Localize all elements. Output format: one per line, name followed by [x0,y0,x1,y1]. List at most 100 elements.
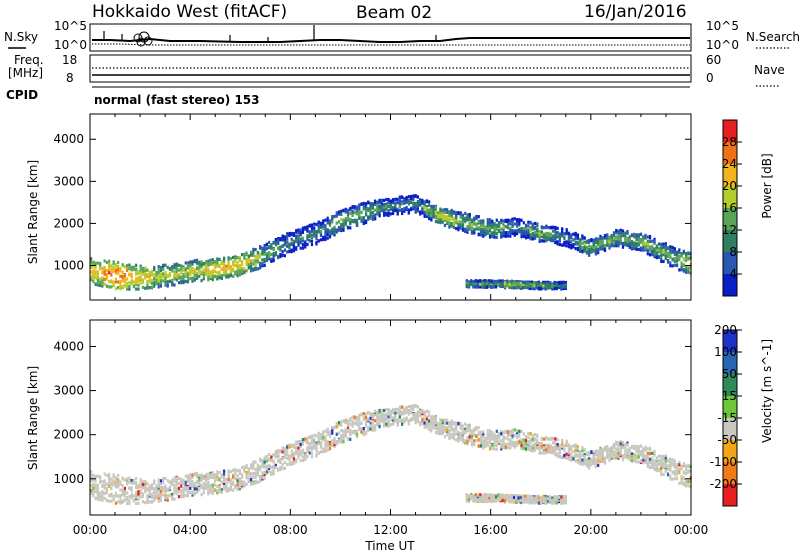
power-cell [265,258,268,262]
velocity-cell [452,436,456,440]
velocity-cell [364,423,368,427]
power-cell [171,269,174,273]
power-cell [301,226,305,230]
power-cell [121,285,124,289]
power-cell [624,241,627,245]
velocity-cell [162,481,165,485]
power-cell [144,266,147,270]
velocity-cell [198,482,201,487]
velocity-cell [335,421,338,426]
power-cell [617,232,620,236]
velocity-cell [423,417,426,421]
power-cell [488,226,492,230]
power-cell [511,228,514,233]
velocity-cell [204,486,208,490]
power-cell [531,234,534,238]
velocity-cell [470,443,474,447]
power-cell [660,251,663,255]
power-cell [619,228,622,232]
velocity-cell [382,416,386,420]
velocity-cell [371,425,374,429]
power-cell [592,246,595,250]
velocity-cell [191,491,194,495]
power-cell [448,210,451,215]
velocity-cell [430,419,433,423]
velocity-cell [373,409,377,413]
power-cell [380,208,383,212]
velocity-cell [583,453,586,457]
power-cell [530,280,534,284]
power-cell [474,279,477,283]
power-cell [398,204,401,209]
power-cell [220,262,223,266]
velocity-cell [254,467,257,472]
velocity-cell [599,454,602,458]
power-cell [315,231,318,235]
velocity-cell [457,430,460,435]
power-cell [583,236,586,240]
velocity-cell [592,453,595,457]
power-cell [533,286,536,290]
velocity-cell [558,446,561,451]
velocity-cell [576,447,580,451]
velocity-cell [103,479,106,483]
power-cell [313,226,316,230]
power-cell [425,214,429,218]
velocity-cell [488,438,492,442]
power-cell [488,220,492,225]
power-cell [220,260,223,264]
power-cell [466,214,469,218]
velocity-cell [585,464,589,468]
power-cell [414,209,417,213]
velocity-cell [123,489,127,493]
velocity-cell [270,465,273,469]
power-cell [218,270,221,274]
velocity-cell [189,490,192,495]
power-cell [286,240,289,244]
power-cell [243,267,246,271]
velocity-cell [590,450,593,454]
velocity-cell [511,429,514,433]
velocity-cell [488,445,492,449]
power-cell [565,244,568,248]
velocity-cell [376,414,379,418]
power-cell [362,207,365,211]
power-cell [112,260,115,265]
velocity-cell [186,494,190,498]
velocity-cell [177,495,181,499]
power-cell [342,224,345,229]
power-cell [358,212,361,216]
power-cell [299,233,302,237]
velocity-cell [132,494,136,498]
power-cell [135,277,138,281]
velocity-cell [421,412,424,416]
velocity-cell [547,445,550,449]
power-cell [292,231,296,236]
velocity-cell [457,439,460,443]
power-cell [186,266,190,270]
power-cell [371,214,374,218]
noise-panel-frame [89,23,692,52]
power-cell [491,231,494,236]
velocity-cell [263,460,266,464]
power-cell [412,194,415,198]
velocity-cell [500,444,503,448]
velocity-cell [450,426,453,430]
power-cell [537,287,540,291]
velocity-cell [464,422,467,426]
power-cell [110,269,113,273]
velocity-cell [216,475,219,479]
velocity-cell [464,429,467,433]
velocity-cell [346,425,350,429]
velocity-cell [157,481,160,485]
power-cell [528,286,531,291]
power-cell [526,281,529,285]
power-cell [612,240,616,245]
power-cell [112,266,115,270]
power-cell [574,233,577,237]
velocity-cell [304,439,307,443]
power-cell [173,266,176,270]
velocity-cell [342,429,345,434]
power-cell [495,227,498,231]
power-cell [635,247,638,251]
